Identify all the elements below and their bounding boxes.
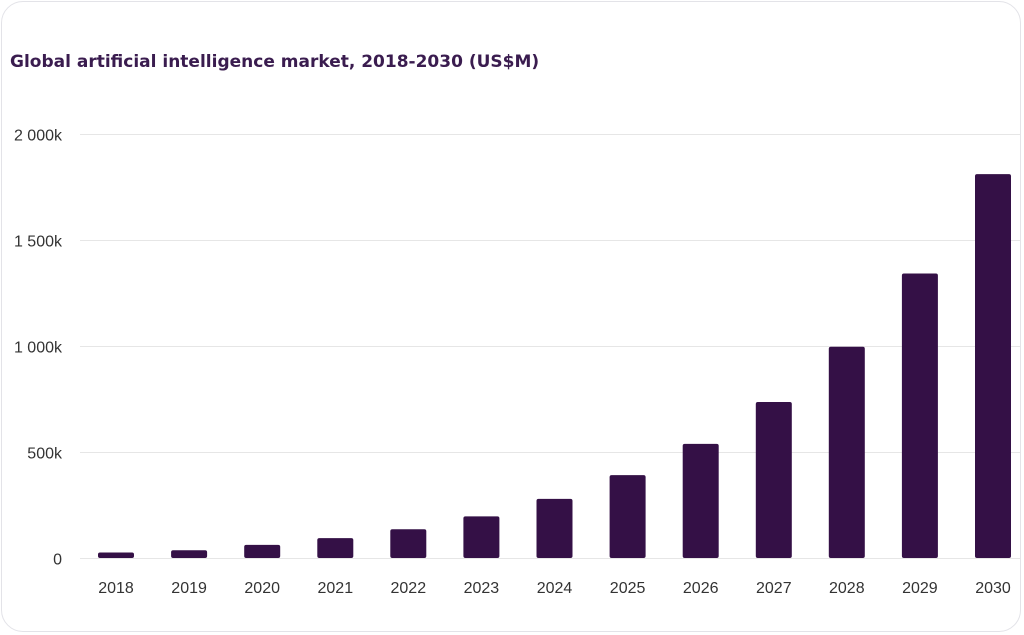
x-tick-label: 2028 (829, 580, 865, 597)
bar-2030 (975, 174, 1011, 558)
x-tick-label: 2019 (171, 580, 207, 597)
bar-2029 (901, 273, 938, 558)
bar-2021 (317, 538, 354, 558)
x-tick-label: 2023 (464, 580, 500, 597)
x-tick-label: 2026 (683, 580, 719, 597)
y-tick-label: 500k (27, 446, 63, 463)
x-tick-label: 2018 (98, 580, 134, 597)
x-tick-label: 2025 (610, 580, 646, 597)
bar-2027 (755, 402, 792, 558)
bar-2020 (244, 544, 281, 558)
y-tick-label: 1 000k (14, 340, 63, 357)
bars (98, 174, 1011, 558)
bar-2026 (682, 443, 719, 558)
x-tick-label: 2030 (975, 580, 1011, 597)
bar-2024 (536, 498, 573, 558)
y-tick-label: 0 (53, 552, 62, 569)
x-axis-ticks: 2018 2019 2020 2021 2022 2023 2024 2025 2026 2027… (98, 580, 1011, 597)
y-axis-ticks: 0 500k 1 000k 1 500k 2 000k (14, 128, 63, 569)
x-tick-label: 2021 (318, 580, 354, 597)
x-tick-label: 2024 (537, 580, 573, 597)
bar-2023 (463, 516, 500, 558)
x-tick-label: 2027 (756, 580, 792, 597)
y-tick-label: 2 000k (14, 128, 63, 145)
bar-2022 (390, 529, 427, 558)
gridlines (80, 134, 1020, 559)
bar-2028 (828, 346, 865, 558)
y-tick-label: 1 500k (14, 234, 63, 251)
x-tick-label: 2020 (244, 580, 280, 597)
bar-2019 (171, 550, 208, 558)
x-tick-label: 2022 (391, 580, 427, 597)
chart-title: Global artificial intelligence market, 2… (10, 52, 540, 72)
bar-2025 (609, 475, 646, 558)
bar-2018 (98, 552, 134, 558)
x-tick-label: 2029 (902, 580, 938, 597)
